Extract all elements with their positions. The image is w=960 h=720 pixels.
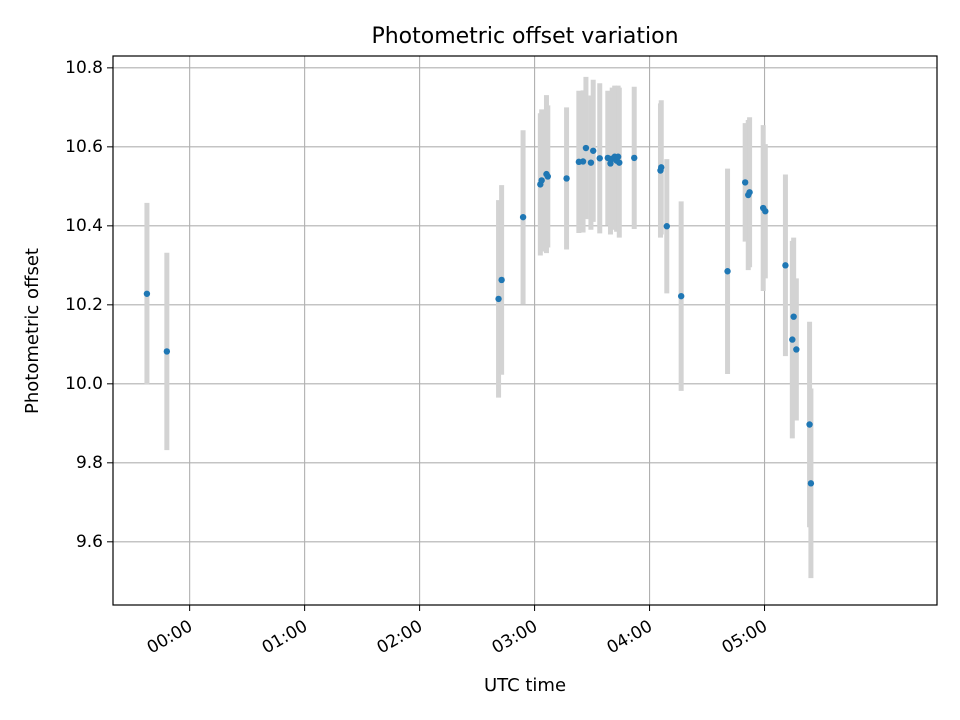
data-point — [596, 155, 603, 162]
y-tick-label: 10.4 — [65, 216, 103, 236]
data-point — [498, 276, 505, 284]
data-point — [495, 295, 502, 303]
data-point — [590, 147, 597, 154]
data-point — [762, 208, 769, 215]
data-points — [143, 144, 815, 487]
data-point — [631, 154, 638, 162]
data-point — [519, 213, 527, 221]
y-axis-label: Photometric offset — [22, 248, 43, 414]
data-point — [143, 290, 151, 297]
data-point — [163, 348, 171, 355]
data-point — [582, 144, 590, 152]
data-point — [677, 292, 685, 300]
y-tick-label: 9.6 — [76, 532, 103, 552]
y-tick-label: 10.0 — [65, 374, 103, 394]
plot-frame — [112, 55, 938, 606]
data-point — [789, 336, 796, 343]
data-point — [587, 159, 595, 166]
data-point — [658, 164, 665, 171]
data-point — [790, 313, 797, 320]
y-tick-label: 10.2 — [65, 295, 103, 315]
data-point — [616, 159, 623, 166]
data-point — [806, 421, 813, 428]
y-tick-label: 9.8 — [76, 453, 103, 473]
data-point — [538, 177, 545, 184]
data-point — [544, 173, 552, 180]
y-tick-label: 10.6 — [65, 137, 103, 157]
data-point — [741, 179, 749, 186]
chart-title: Photometric offset variation — [371, 24, 678, 49]
data-point — [663, 223, 671, 230]
data-point — [807, 480, 815, 487]
x-axis-label: UTC time — [484, 675, 566, 696]
y-tick-label: 10.8 — [65, 58, 103, 78]
data-point — [563, 175, 570, 182]
data-point — [746, 189, 753, 196]
data-point — [579, 158, 587, 165]
data-point — [614, 153, 622, 160]
data-point — [793, 346, 800, 353]
data-point — [724, 268, 731, 275]
data-point — [782, 262, 789, 269]
